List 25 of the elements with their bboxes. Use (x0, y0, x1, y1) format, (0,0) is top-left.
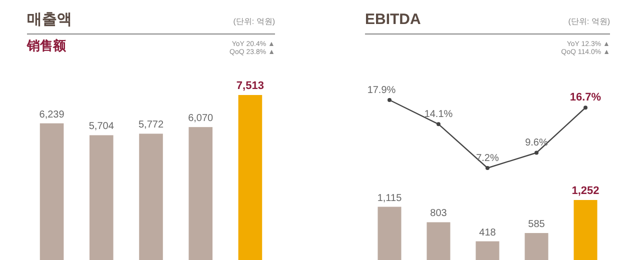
data-label: 1,252 (572, 185, 600, 197)
text: (단위: 억원) (568, 17, 610, 26)
point (388, 98, 392, 102)
data-label: 9.6% (525, 138, 548, 149)
point (534, 150, 538, 155)
data-label: 418 (479, 227, 496, 238)
data-label: 7.2% (476, 153, 500, 164)
data-label: 16.7% (570, 92, 602, 104)
data-label: 803 (430, 208, 448, 220)
point (584, 106, 588, 110)
data-label: 1,115 (377, 192, 402, 204)
point (436, 122, 440, 126)
data-label: 6,070 (188, 113, 214, 124)
data-label: 5,704 (88, 121, 114, 132)
data-label: 5,772 (138, 120, 164, 131)
data-label: 7,513 (236, 80, 264, 92)
data-label: 14.1% (424, 109, 453, 120)
chart-title: EBITDA (365, 11, 421, 28)
data-label: 6,239 (39, 109, 65, 120)
chart-title: 매출액 (27, 11, 72, 28)
chart-subtitle: 销售额 (26, 38, 67, 53)
data-label: 17.9% (367, 85, 396, 96)
data-label: 585 (528, 219, 546, 230)
text: (단위: 억원) (233, 17, 276, 26)
point (486, 166, 490, 170)
